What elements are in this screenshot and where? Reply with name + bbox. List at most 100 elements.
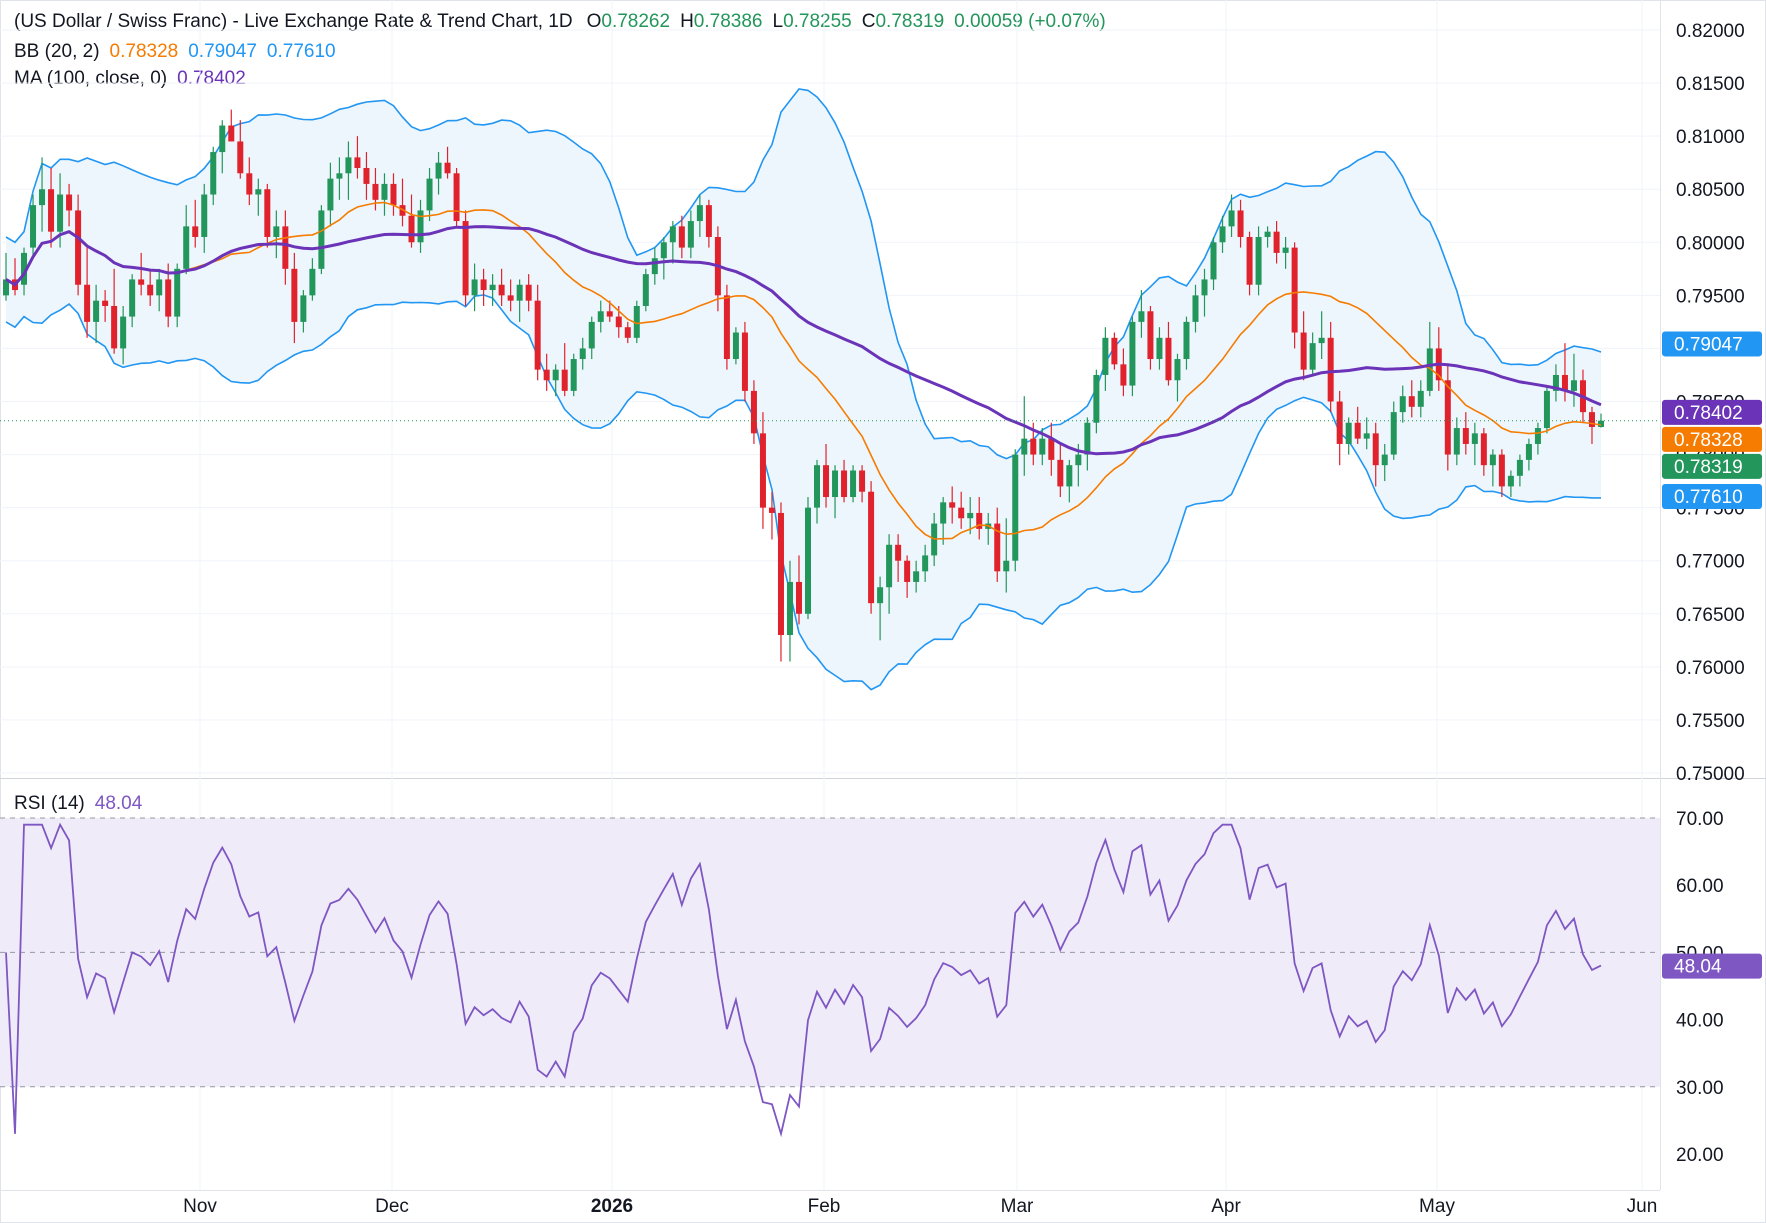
candle-body [814,465,821,508]
candle-body [336,173,343,179]
time-axis-label: Nov [183,1196,217,1217]
candle-body [1408,396,1415,407]
candle-body [850,470,857,498]
candle-body [1354,422,1361,439]
candle-body [1138,311,1145,322]
rsi-value: 48.04 [94,793,143,814]
moving-average-line [5,225,1602,456]
candle-body [886,544,893,588]
candle-body [237,141,244,174]
candle-body [390,183,397,206]
ma-value: 0.78402 [177,68,246,89]
candle-body [1030,438,1037,455]
candle-body [30,205,37,248]
candle-body [75,210,82,285]
candle-body [219,125,226,153]
candle-body [895,544,902,561]
rsi-tick-label: 70.00 [1676,809,1724,830]
candle-body [1003,560,1010,572]
candle-body [507,295,514,301]
candle-body [1345,422,1352,444]
price-tick-label: 0.75000 [1676,764,1745,785]
candle-body [345,157,352,174]
price-tick-label: 0.79500 [1676,286,1745,307]
candle-body [489,284,496,291]
candle-body [1588,412,1595,427]
candle-body [1012,454,1019,561]
rsi-tick-label: 20.00 [1676,1145,1724,1166]
candle-body [1039,438,1046,455]
candle-body [633,305,640,338]
price-tick-label: 0.80000 [1676,233,1745,254]
time-axis-label: Dec [375,1196,409,1217]
high-label: H [680,11,694,32]
candle-body [1570,380,1577,391]
low-label: L [772,11,784,32]
candle-body [750,390,757,434]
candle-body [624,327,631,338]
candle-body [48,189,55,232]
bb-label: BB (20, 2) [14,41,100,62]
bollinger-middle-line [5,201,1602,540]
price-tick-label: 0.81000 [1676,127,1745,148]
candle-body [678,226,685,248]
candle-body [1363,433,1370,439]
candle-body [525,284,532,301]
candle-body [1516,459,1523,476]
candle-body [1066,465,1073,487]
open-value: 0.78262 [601,11,671,32]
candle-body [426,178,433,211]
candle-body [805,507,812,614]
candle-body [516,284,523,301]
change-value: 0.00059 (+0.07%) [954,11,1106,32]
price-badge-label: 0.78402 [1674,403,1743,424]
candle-body [967,512,974,519]
price-badge [1662,331,1762,357]
candle-body [877,587,884,604]
candle-body [940,502,947,524]
candle-body [1048,438,1055,460]
high-value: 0.78386 [693,11,763,32]
candle-body [1102,337,1109,375]
bb-upper-value: 0.79047 [188,41,257,62]
price-badge [1662,453,1762,479]
candle-body [723,295,730,360]
candle-body [1381,454,1388,466]
candle-body [354,157,361,168]
candle-body [300,295,307,322]
candle-body [1525,443,1532,460]
candle-body [228,125,235,142]
candle-body [453,173,460,222]
candle-body [1255,236,1262,285]
candle-body [1201,279,1208,296]
candle-body [183,226,190,269]
chart-title: (US Dollar / Swiss Franc) - Live Exchang… [14,11,573,32]
rsi-label: RSI (14) [14,793,85,814]
bollinger-lower-line [5,294,1601,691]
candle-body [372,183,379,200]
time-axis-label: Feb [808,1196,841,1217]
candle-body [93,300,100,322]
candle-body [1426,348,1433,391]
candle-body [1210,242,1217,280]
candle-body [768,507,775,513]
candle-body [696,205,703,222]
candle-body [949,502,956,508]
candle-body [1174,359,1181,381]
candle-body [841,470,848,498]
bb-legend: BB (20, 2) 0.78328 0.79047 0.77610 [14,40,346,64]
price-tick-label: 0.76500 [1676,605,1745,626]
candle-body [156,279,163,296]
candle-body [1264,231,1271,237]
candle-body [309,268,316,296]
candle-body [1462,428,1469,444]
candle-body [732,332,739,360]
candle-body [534,300,541,370]
candle-body [1453,428,1460,455]
candle-body [174,268,181,317]
candle-body [444,162,451,174]
candle-body [1237,210,1244,237]
price-tick-label: 0.75500 [1676,711,1745,732]
candle-body [264,189,271,237]
